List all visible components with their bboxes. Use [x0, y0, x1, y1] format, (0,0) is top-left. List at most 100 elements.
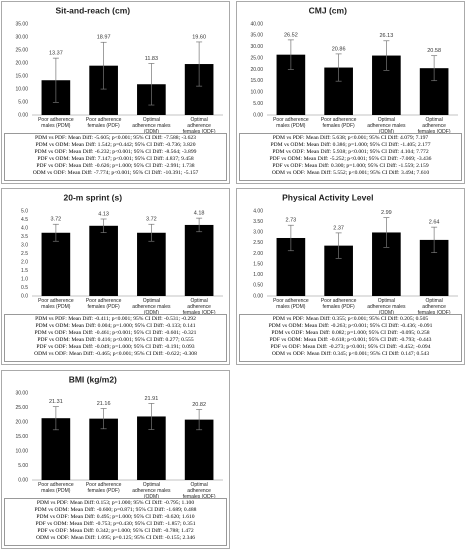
y-tick-label: 10.00: [15, 86, 28, 92]
value-label: 21.31: [49, 399, 63, 405]
y-tick-label: 3.5: [21, 234, 28, 240]
value-label: 2.99: [381, 210, 392, 216]
y-tick-label: 15.00: [15, 73, 28, 79]
x-tick-label: Poor adherence males (PDM): [38, 482, 74, 494]
annotation: PDF vs ODF: Mean Diff: -0.049; p=1.000; …: [36, 344, 195, 350]
y-tick-label: 30.00: [15, 390, 28, 396]
error-bar: [196, 41, 203, 87]
value-label: 19.60: [192, 34, 206, 40]
error-bar: [383, 40, 390, 71]
y-tick-label: 4.00: [253, 208, 263, 214]
value-label: 18.97: [97, 35, 111, 41]
y-tick-label: 0.00: [253, 112, 263, 118]
x-tick-label: Optimal adherence males (ODM): [367, 298, 406, 316]
y-tick-label: 10.00: [250, 90, 263, 96]
chart-panel: Sit-and-reach (cm) 0.00 5.00 10.00 15.00 20.0…: [1, 1, 230, 184]
annotation: PDM vs PDF: Mean Diff: 0.153; p=1.000; 9…: [36, 500, 195, 506]
error-bar: [383, 217, 390, 248]
annotation: PDF vs ODM: Mean Diff: -0.753; p=0.430; …: [35, 521, 196, 527]
error-bar: [148, 223, 155, 242]
error-bar: [431, 55, 438, 82]
statistics-box: PDM vs PDF: Mean Diff: 0.153; p=1.000; 9…: [4, 498, 227, 546]
chart-title: Sit-and-reach (cm): [55, 5, 130, 15]
plot: Physical Activity Level 0.00 0.50 1.00 1.50 2…: [253, 192, 458, 299]
plot: Sit-and-reach (cm) 0.00 5.00 10.00 15.00 20.0…: [15, 5, 223, 118]
annotation: PDM vs PDF: Mean Diff: -5.605; p<0.001; …: [35, 135, 196, 141]
x-tick-label: Optimal adherence females (ODF): [417, 117, 451, 135]
y-tick-label: 1.5: [21, 268, 28, 274]
annotation: PDM vs ODF: Mean Diff: 0.082; p=1.000; 9…: [271, 330, 430, 336]
y-tick-label: 2.0: [21, 259, 28, 265]
y-tick-label: 35.00: [15, 21, 28, 27]
y-tick-label: 35.00: [250, 33, 263, 39]
y-tick-label: 3.00: [253, 230, 263, 236]
value-label: 4.18: [194, 211, 205, 217]
error-bar: [148, 403, 155, 430]
chart-panel: CMJ (cm) 0.00 5.00 10.00 15.00 20.00 25.00 30.0…: [236, 1, 465, 184]
y-tick-label: 0.0: [21, 293, 28, 299]
annotation: PDF vs ODM: Mean Diff: 0.416; p<0.001; 9…: [37, 337, 194, 343]
chart-panel: 20-m sprint (s) 0.0 0.5 1.0 1.5 2.0 2.5 3.0 3.5 4…: [1, 188, 230, 365]
y-tick-label: 5.00: [18, 99, 28, 105]
chart-title: CMJ (cm): [309, 5, 347, 15]
y-tick-label: 3.0: [21, 242, 28, 248]
plot: CMJ (cm) 0.00 5.00 10.00 15.00 20.00 25.00 30.0…: [250, 5, 458, 118]
error-bar: [100, 218, 107, 233]
statistics-box: PDM vs PDF: Mean Diff: 0.355; p<0.001; 9…: [239, 314, 462, 362]
error-bar: [52, 57, 59, 103]
y-tick-label: 25.00: [250, 55, 263, 61]
x-tick-label: Poor adherence males (PDM): [38, 298, 74, 310]
y-tick-label: 40.00: [250, 21, 263, 27]
annotation: PDF vs ODF: Mean Diff: 0.342; p=1.000; 9…: [37, 528, 194, 534]
annotation: ODM vs ODF: Mean Diff: -7.774; p<0.001; …: [32, 170, 199, 176]
bar: [89, 225, 118, 296]
x-tick-label: Poor adherence females (PDF): [85, 298, 122, 310]
error-bar: [431, 226, 438, 254]
y-tick-label: 5.00: [253, 101, 263, 107]
annotation: PDF vs ODF: Mean Diff: -0.273; p<0.001; …: [270, 344, 431, 350]
value-label: 26.52: [284, 32, 298, 38]
y-tick-label: 0.00: [18, 112, 28, 118]
annotation: PDM vs ODM: Mean Diff: 0.386; p=1.000; 9…: [270, 142, 431, 148]
plot: 20-m sprint (s) 0.0 0.5 1.0 1.5 2.0 2.5 3.0 3.5 4…: [21, 192, 223, 299]
y-tick-label: 30.00: [15, 34, 28, 40]
y-tick-label: 25.00: [15, 405, 28, 411]
x-tick-label: Poor adherence males (PDM): [38, 117, 74, 129]
annotation: ODM vs ODF: Mean Diff: 1.095; p=0.125; 9…: [35, 535, 196, 541]
y-tick-label: 25.00: [15, 47, 28, 53]
x-tick-label: Poor adherence males (PDM): [273, 298, 309, 310]
annotation: PDF vs ODF: Mean Diff: 0.300; p=1.000; 9…: [272, 163, 429, 169]
x-tick-label: Optimal adherence males (ODM): [367, 117, 406, 135]
error-bar: [196, 217, 203, 233]
value-label: 11.83: [145, 56, 158, 62]
annotation: PDM vs ODM: Mean Diff: 0.004; p=1.000; 9…: [35, 323, 196, 329]
y-tick-label: 1.00: [253, 272, 263, 278]
x-tick-label: Optimal adherence females (ODF): [417, 298, 451, 316]
annotation: PDF vs ODM: Mean Diff: 7.147; p<0.001; 9…: [37, 156, 194, 162]
value-label: 2.37: [333, 225, 344, 231]
error-bar: [335, 232, 342, 259]
y-tick-label: 1.50: [253, 261, 263, 267]
x-tick-label: Poor adherence females (PDF): [85, 117, 122, 129]
y-tick-label: 20.00: [250, 67, 263, 73]
y-tick-label: 0.50: [253, 283, 263, 289]
y-tick-label: 5.00: [18, 463, 28, 469]
x-tick-label: Optimal adherence females (ODF): [182, 298, 216, 316]
annotation: ODM vs ODF: Mean Diff: 0.345; p<0.001; 9…: [271, 351, 430, 357]
annotation: PDF vs ODM: Mean Diff: -5.252; p<0.001; …: [269, 156, 432, 162]
statistics-box: PDM vs PDF: Mean Diff: -0.411; p<0.001; …: [4, 314, 227, 362]
error-bar: [335, 53, 342, 82]
y-tick-label: 5.0: [21, 208, 28, 214]
x-tick-label: Poor adherence males (PDM): [273, 117, 309, 129]
value-label: 13.37: [49, 51, 63, 57]
value-label: 21.16: [97, 401, 111, 407]
x-tick-label: Optimal adherence males (ODM): [132, 482, 171, 500]
value-label: 21.91: [144, 396, 158, 402]
y-tick-label: 20.00: [15, 60, 28, 66]
annotation: PDM vs ODF: Mean Diff: 0.495; p=1.000; 9…: [36, 514, 195, 520]
annotation: PDM vs ODF: Mean Diff: -6.232; p<0.001; …: [34, 149, 197, 155]
y-tick-label: 0.5: [21, 285, 28, 291]
chart-title: 20-m sprint (s): [64, 192, 123, 202]
value-label: 3.72: [51, 217, 62, 223]
